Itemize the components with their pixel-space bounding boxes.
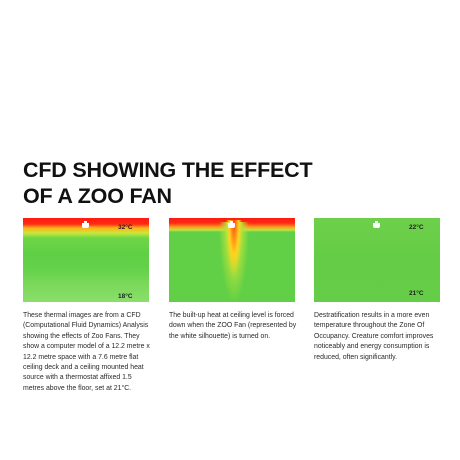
page-title: CFD SHOWING THE EFFECT OF A ZOO FAN [23,157,313,209]
floor-temperature-label: 21°C [409,290,424,297]
fan-silhouette-icon [82,221,89,228]
title-line-1: CFD SHOWING THE EFFECT [23,158,313,182]
caption-after: Destratification results in a more even … [314,312,434,361]
heat-plume-core [226,220,242,278]
thermal-image-before: 32°C 18°C [23,218,149,302]
floor-temperature-label: 18°C [118,293,133,300]
title-line-2: OF A ZOO FAN [23,184,172,208]
thermal-image-fan-on [169,218,295,302]
fan-silhouette-icon [228,221,235,228]
caption-before: These thermal images are from a CFD (Com… [23,312,150,392]
fan-silhouette-icon [373,221,380,228]
caption-fan-on: The built-up heat at ceiling level is fo… [169,312,297,340]
ceiling-temperature-label: 32°C [118,224,133,231]
thermal-image-after: 22°C 21°C [314,218,440,302]
ceiling-temperature-label: 22°C [409,224,424,231]
